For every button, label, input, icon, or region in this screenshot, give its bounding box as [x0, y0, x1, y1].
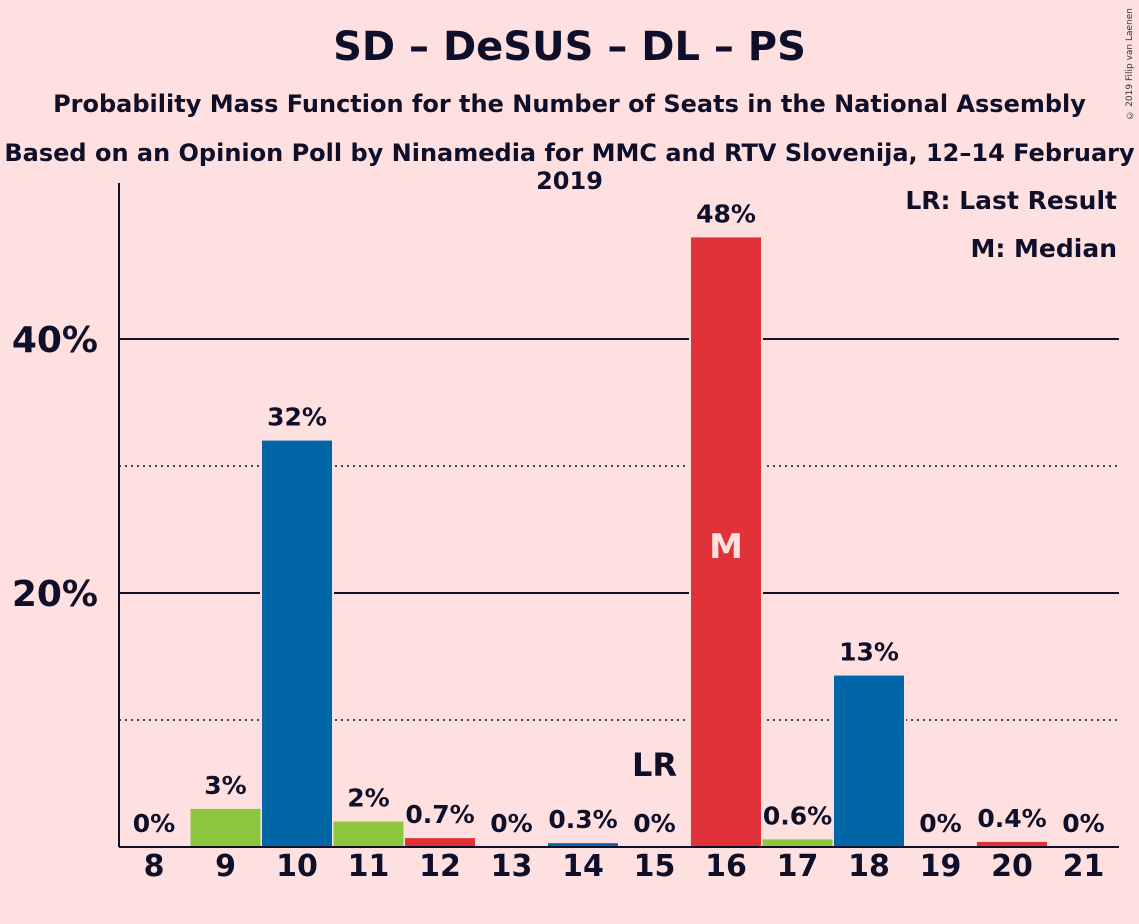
value-label: 0.7%: [405, 800, 474, 829]
value-label: 13%: [839, 638, 899, 667]
x-tick-label: 11: [348, 849, 390, 884]
bar-20: [977, 841, 1047, 847]
bar-17: [762, 839, 833, 847]
x-tick-label: 10: [276, 849, 318, 884]
x-tick-label: 13: [491, 849, 533, 884]
value-label: 0%: [490, 809, 532, 838]
y-tick-label: 40%: [12, 320, 98, 361]
y-tick-label: 20%: [12, 574, 98, 615]
value-label: 32%: [267, 403, 327, 432]
value-label: 3%: [204, 771, 246, 800]
value-label: 0%: [1062, 809, 1104, 838]
value-label: 48%: [696, 199, 756, 228]
chart-subtitle: Probability Mass Function for the Number…: [53, 90, 1086, 118]
x-tick-label: 20: [991, 849, 1033, 884]
value-label: 0.3%: [548, 805, 617, 834]
value-label: 0%: [633, 809, 675, 838]
value-label: 0%: [919, 809, 961, 838]
bar-12: [405, 838, 475, 847]
bar-16: [691, 237, 761, 847]
legend-median: M: Median: [970, 234, 1117, 263]
value-label: 0%: [133, 809, 175, 838]
value-label: 0.4%: [977, 804, 1046, 833]
x-tick-label: 14: [562, 849, 604, 884]
x-tick-label: 19: [920, 849, 962, 884]
chart-source-line: Based on an Opinion Poll by Ninamedia fo…: [4, 139, 1135, 195]
x-tick-label: 9: [215, 849, 236, 884]
bar-10: [262, 440, 332, 847]
value-label: 0.6%: [763, 801, 832, 830]
bar-14: [548, 843, 618, 847]
bar-9: [190, 808, 261, 847]
x-tick-label: 12: [419, 849, 461, 884]
value-label: 2%: [347, 784, 389, 813]
x-tick-label: 21: [1063, 849, 1105, 884]
legend-last-result: LR: Last Result: [905, 186, 1117, 215]
last-result-marker: LR: [632, 746, 677, 784]
chart-title: SD – DeSUS – DL – PS: [333, 24, 806, 70]
x-tick-label: 8: [144, 849, 165, 884]
bar-11: [333, 821, 404, 847]
x-tick-label: 18: [848, 849, 890, 884]
x-tick-label: 17: [777, 849, 819, 884]
x-tick-label: 16: [705, 849, 747, 884]
median-marker: M: [709, 527, 743, 567]
bar-18: [834, 675, 904, 847]
x-tick-label: 15: [634, 849, 676, 884]
